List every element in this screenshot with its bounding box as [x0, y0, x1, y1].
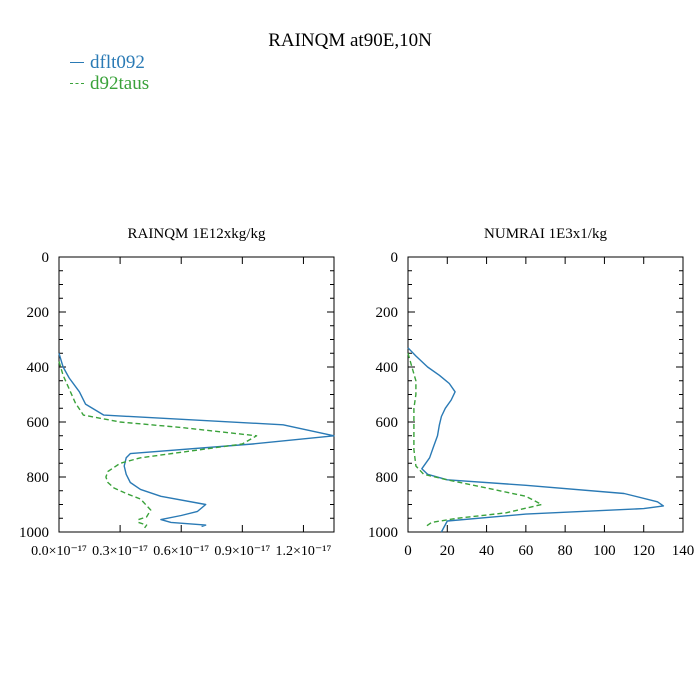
legend-item-2: d92taus: [70, 73, 149, 94]
x-tick-label: 20: [440, 543, 455, 559]
y-tick-label: 0: [42, 250, 50, 266]
y-tick-label: 400: [376, 360, 399, 376]
legend-item-1: dflt092: [70, 52, 149, 73]
x-tick-label: 0.6×10⁻¹⁷: [153, 544, 209, 559]
figure-title: RAINQM at90E,10N: [268, 30, 432, 51]
series-line-d92taus: [58, 361, 258, 529]
chart-title: RAINQM 1E12xkg/kg: [128, 226, 266, 242]
legend-label-1: dflt092: [90, 51, 145, 73]
x-tick-label: 140: [672, 543, 695, 559]
x-tick-label: 40: [479, 543, 494, 559]
y-tick-label: 800: [376, 470, 399, 486]
y-tick-label: 200: [376, 305, 399, 321]
legend-swatch-2: [70, 83, 84, 84]
x-tick-label: 100: [593, 543, 616, 559]
chart-panel-1: RAINQM 1E12xkg/kg 0 200 400 600 800 1000 0.0×10…: [19, 226, 335, 559]
x-tick-label: 60: [518, 543, 533, 559]
y-tick-label: 0: [391, 250, 399, 266]
series-line-d92taus: [407, 353, 543, 528]
y-tick-label: 1000: [19, 525, 49, 541]
y-tick-label: 600: [27, 415, 50, 431]
x-tick-label: 1.2×10⁻¹⁷: [276, 544, 332, 559]
plot-frame: [407, 256, 684, 533]
legend-swatch-1: [70, 62, 84, 63]
x-tick-label: 0: [404, 543, 412, 559]
legend-label-2: d92taus: [90, 72, 150, 94]
y-tick-label: 1000: [368, 525, 398, 541]
y-tick-label: 200: [27, 305, 50, 321]
x-tick-label: 0.9×10⁻¹⁷: [214, 544, 270, 559]
series-line-dflt092: [58, 353, 335, 528]
chart-panel-2: NUMRAI 1E3x1/kg 0 200 400 600 800 1000 0 20 40 60 8…: [368, 226, 694, 559]
x-tick-label: 80: [558, 543, 573, 559]
series-line-dflt092: [407, 347, 665, 533]
y-tick-label: 400: [27, 360, 50, 376]
x-tick-label: 120: [632, 543, 655, 559]
y-tick-label: 800: [27, 470, 50, 486]
plot-frame: [58, 256, 335, 533]
x-tick-label: 0.0×10⁻¹⁷: [31, 544, 87, 559]
legend: dflt092 d92taus: [70, 52, 149, 94]
y-tick-label: 600: [376, 415, 399, 431]
x-tick-label: 0.3×10⁻¹⁷: [92, 544, 148, 559]
chart-title: NUMRAI 1E3x1/kg: [484, 226, 607, 242]
